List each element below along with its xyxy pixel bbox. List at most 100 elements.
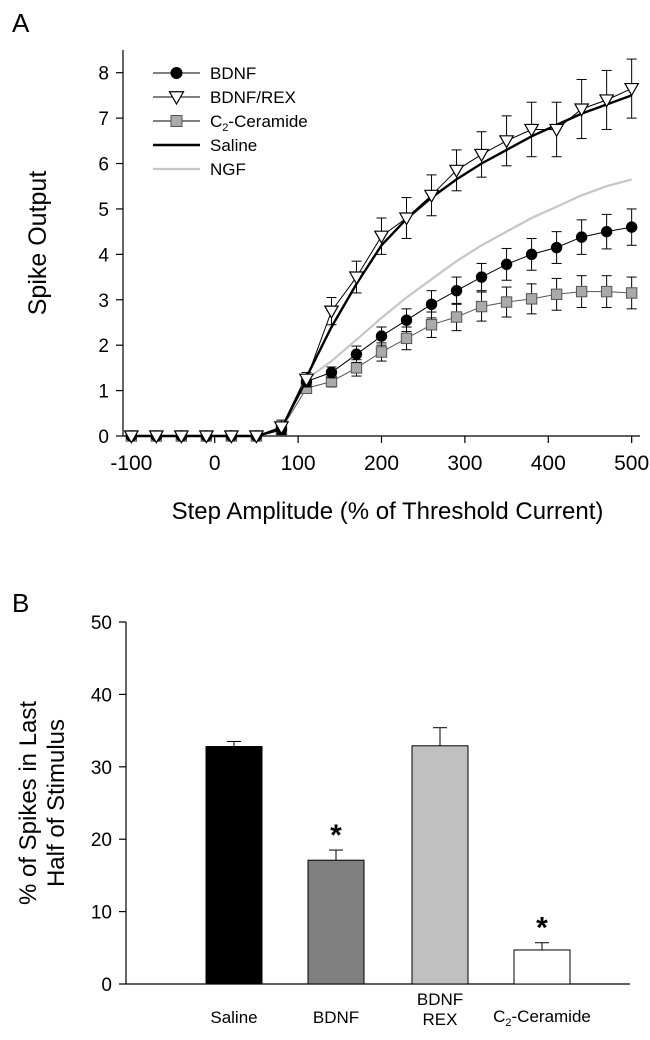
late-spikes-bar-chart: B 0 10 20 30 40 50 % of Spikes in LastHalf of S… — [12, 588, 630, 1029]
data-point — [550, 241, 563, 254]
legend-item: Saline — [153, 136, 257, 155]
category-label: Saline — [210, 1008, 257, 1027]
data-point — [400, 332, 413, 345]
y-tick-label-a: 5 — [98, 200, 109, 221]
bar — [411, 745, 469, 985]
data-point — [425, 298, 438, 311]
series-bdnf-rex — [123, 58, 640, 444]
series-line — [131, 291, 632, 437]
bar — [307, 859, 365, 985]
y-tick-label-b: 40 — [91, 685, 112, 706]
data-point — [198, 430, 215, 444]
y-tick-label-b: 10 — [91, 903, 112, 924]
data-point — [273, 421, 290, 435]
data-point — [500, 258, 513, 271]
panel-label-b: B — [12, 588, 29, 618]
legend-label: C2-Ceramide — [210, 112, 308, 134]
data-point — [123, 430, 140, 444]
legend-label: Saline — [210, 136, 257, 155]
data-point — [525, 293, 538, 305]
x-tick-label-a: 0 — [209, 452, 221, 475]
bar-group: Saline — [205, 740, 263, 1027]
data-point — [473, 148, 490, 163]
data-point — [375, 346, 388, 358]
data-point — [400, 314, 413, 326]
legend-marker — [170, 67, 183, 79]
data-point — [450, 284, 463, 297]
bar — [513, 949, 571, 985]
data-point — [475, 271, 488, 283]
data-point — [350, 348, 363, 360]
data-point — [575, 285, 588, 298]
data-point — [348, 271, 365, 285]
y-tick-label-a: 1 — [98, 382, 109, 403]
y-axis-title-a: Spike Output — [24, 171, 52, 316]
bar — [205, 746, 263, 985]
y-axis-title-line: Half of Stimulus — [43, 719, 70, 887]
category-label-subscript: 2 — [505, 1017, 511, 1029]
y-axis-title-line: % of Spikes in Last — [15, 701, 42, 905]
x-axis-title-a: Step Amplitude (% of Threshold Current) — [172, 498, 604, 525]
legend-marker — [168, 91, 185, 106]
x-tick-label-a: -100 — [110, 452, 152, 475]
legend-marker — [170, 115, 183, 127]
category-label: BDNF — [417, 990, 463, 1009]
data-point — [448, 164, 465, 179]
significance-marker: * — [330, 819, 342, 852]
series-c2-ceramide — [125, 275, 638, 442]
data-point — [550, 288, 563, 301]
y-tick-label-a: 0 — [98, 427, 109, 448]
x-tick-label-a: 500 — [614, 452, 649, 475]
legend-label: NGF — [210, 160, 246, 179]
y-tick-label-b: 30 — [91, 758, 112, 779]
category-label: C2-Ceramide — [493, 1007, 591, 1029]
legend-label: BDNF/REX — [210, 88, 296, 107]
data-point — [325, 366, 338, 379]
data-point — [625, 287, 638, 299]
category-label-part: -Ceramide — [512, 1007, 591, 1026]
y-axis-title-b: % of Spikes in LastHalf of Stimulus — [15, 701, 70, 905]
data-point — [350, 362, 363, 374]
data-point — [398, 212, 415, 226]
legend-item: BDNF/REX — [153, 88, 296, 107]
category-label-part: C — [493, 1007, 505, 1026]
y-tick-label-a: 6 — [98, 155, 109, 176]
data-point — [425, 319, 438, 331]
legend-a: BDNF BDNF/REX C2-Ceramide Saline NGF — [153, 64, 308, 179]
y-tick-label-a: 7 — [98, 109, 109, 130]
data-point — [600, 225, 613, 238]
legend-item: NGF — [153, 160, 246, 179]
data-point — [475, 300, 488, 313]
x-tick-label-a: 200 — [364, 452, 399, 475]
y-tick-label-a: 3 — [98, 291, 109, 312]
data-point — [573, 103, 590, 117]
data-point — [323, 305, 340, 320]
y-tick-label-a: 4 — [98, 245, 109, 266]
panel-label-a: A — [12, 8, 30, 38]
bar-group: * BDNF — [307, 819, 365, 1027]
legend-item: C2-Ceramide — [153, 112, 308, 134]
data-point — [598, 94, 615, 108]
y-tick-label-b: 20 — [91, 830, 112, 851]
data-point — [600, 285, 613, 298]
legend-label: BDNF — [210, 64, 256, 83]
data-point — [375, 330, 388, 342]
x-tick-label-a: 400 — [531, 452, 566, 475]
data-point — [548, 123, 565, 138]
data-point — [173, 430, 190, 444]
y-tick-label-b: 0 — [101, 975, 112, 996]
data-point — [450, 311, 463, 323]
data-point — [625, 221, 638, 233]
data-point — [575, 231, 588, 243]
x-tick-label-a: 100 — [281, 452, 316, 475]
data-point — [623, 82, 640, 97]
data-point — [523, 123, 540, 138]
data-point — [500, 296, 513, 308]
y-tick-label-a: 8 — [98, 64, 109, 85]
legend-label-part: C — [210, 112, 222, 131]
data-point — [298, 373, 315, 388]
data-point — [148, 430, 165, 444]
bar-group: * C2-Ceramide — [493, 912, 591, 1029]
